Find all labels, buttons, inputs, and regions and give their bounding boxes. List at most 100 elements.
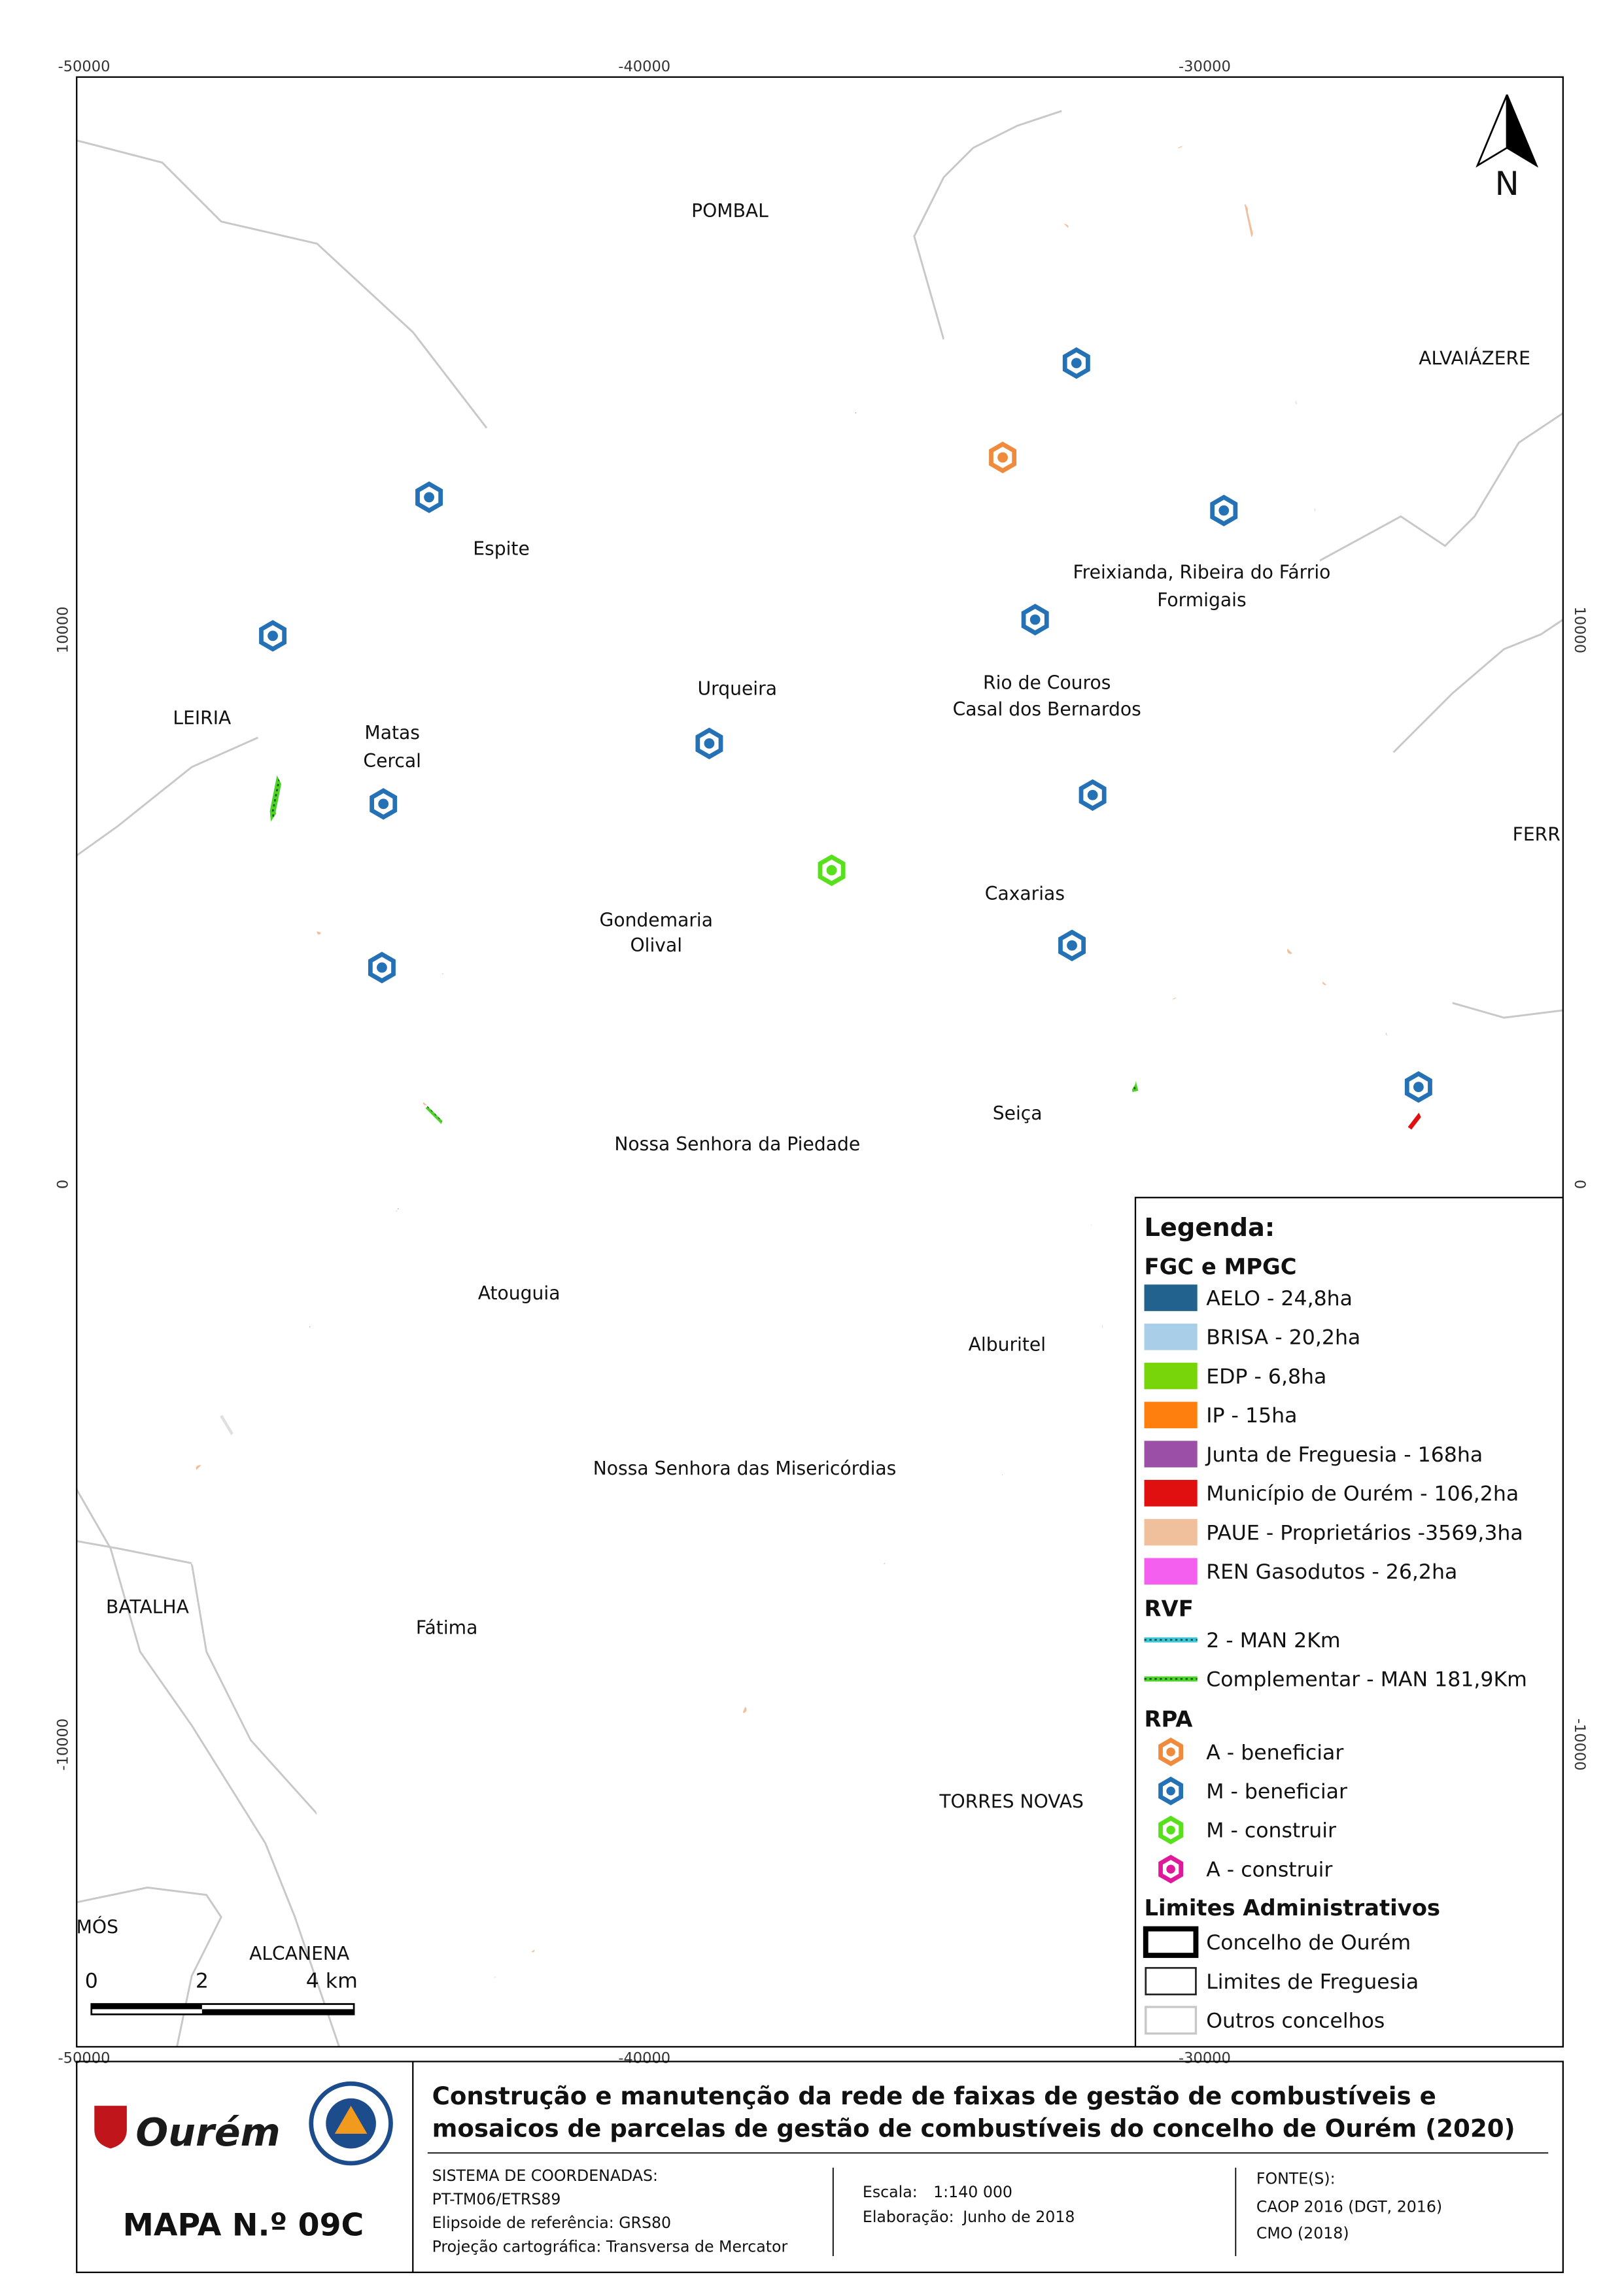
rpa-symbol-dot xyxy=(1413,1082,1424,1093)
logo-text: Ourém xyxy=(135,2110,280,2155)
boundary xyxy=(1392,619,1564,753)
legend-label: PAUE - Proprietários -3569,3ha xyxy=(1206,1521,1523,1545)
x-coordinate: -50000 xyxy=(58,58,111,75)
coordinate-info: Elipsoide de referência: GRS80 xyxy=(432,2214,672,2232)
legend-label: Complementar - MAN 181,9Km xyxy=(1206,1668,1527,1692)
legend-swatch xyxy=(1144,1401,1198,1429)
legend: Legenda: FGC e MPGC AELO - 24,8ha BRISA - 2… xyxy=(1143,1213,1527,2035)
rpa-symbol-dot xyxy=(377,962,387,973)
rpa-symbol-dot xyxy=(826,865,837,876)
coordinates: -50000 -40000 -30000 -50000 -40000 -3000… xyxy=(55,58,1588,2067)
legend-swatch xyxy=(1145,2006,1198,2035)
legend-title: Legenda: xyxy=(1145,1213,1275,1242)
legend-swatch xyxy=(1143,1926,1199,1959)
source: CMO (2018) xyxy=(1256,2224,1349,2242)
parish-label: Urqueira xyxy=(698,677,777,699)
scale-info-label: Escala: xyxy=(863,2183,918,2201)
source: FONTE(S): xyxy=(1256,2170,1336,2188)
legend-swatch xyxy=(1145,1966,1197,1996)
legend-label: AELO - 24,8ha xyxy=(1206,1287,1353,1311)
legend-label: 2 - MAN 2Km xyxy=(1206,1629,1340,1653)
x-coordinate: -30000 xyxy=(1179,2050,1231,2067)
boundary xyxy=(1452,1002,1563,1019)
legend-label: A - beneficiar xyxy=(1206,1741,1343,1764)
parish-label: Nossa Senhora da Piedade xyxy=(614,1133,860,1155)
legend-swatch xyxy=(1144,1480,1198,1507)
rpa-symbol-dot xyxy=(1029,614,1041,625)
legend-swatch xyxy=(1144,1362,1198,1390)
rpa-symbol-dot xyxy=(997,452,1008,463)
legend-label: Outros concelhos xyxy=(1206,2010,1385,2033)
legend-box xyxy=(1134,1197,1564,2048)
legend-swatch-dot xyxy=(1166,1825,1175,1835)
neighbor-label: ALVAIÁZERE xyxy=(1419,347,1530,369)
legend-group-title: RVF xyxy=(1145,1596,1194,1622)
map-number: MAPA N.º 09C xyxy=(123,2207,364,2243)
parish-label: Formigais xyxy=(1157,589,1246,611)
legend-label: M - construir xyxy=(1206,1819,1336,1843)
parish-label: Espite xyxy=(473,538,530,559)
parish-label: Casal dos Bernardos xyxy=(953,698,1141,720)
neighbor-label: BATALHA xyxy=(106,1596,190,1618)
map-frame xyxy=(76,76,1564,2048)
boundary xyxy=(76,736,259,857)
footer-frame xyxy=(76,2061,1564,2273)
rpa-points xyxy=(259,347,1432,1103)
neighbor-label: FERR xyxy=(1513,824,1561,846)
boundary xyxy=(1319,412,1564,562)
footer-title: mosaicos de parcelas de gestão de combus… xyxy=(432,2114,1515,2142)
legend-group-title: FGC e MPGC xyxy=(1145,1254,1297,1280)
rpa-symbol-dot xyxy=(1067,940,1077,951)
parish-label: Matas xyxy=(364,722,420,744)
neighbor-label: ALCANENA xyxy=(249,1943,350,1964)
scale-info: 1:140 000 xyxy=(933,2183,1012,2201)
boundary xyxy=(76,139,488,429)
legend-swatch xyxy=(1144,1324,1198,1350)
map-area xyxy=(75,110,1564,2048)
y-coordinate: 10000 xyxy=(1571,606,1588,653)
scale-bar: 0 2 4 km xyxy=(85,1970,358,2015)
rpa-symbol-dot xyxy=(267,630,278,642)
parish-label: Caxarias xyxy=(985,883,1065,904)
parish-label: Olival xyxy=(630,934,682,956)
parish-label: Nossa Senhora das Misericórdias xyxy=(593,1458,897,1479)
rpa-symbol-dot xyxy=(424,492,434,503)
legend-label: Junta de Freguesia - 168ha xyxy=(1205,1443,1483,1467)
y-coordinate: 0 xyxy=(55,1180,72,1189)
parish-label: Freixianda, Ribeira do Fárrio xyxy=(1073,561,1331,583)
coordinate-info: Projeção cartográfica: Transversa de Mer… xyxy=(432,2237,788,2255)
legend-label: A - construir xyxy=(1206,1859,1332,1882)
parish-label: Alburitel xyxy=(969,1334,1046,1356)
legend-group-title: Limites Administrativos xyxy=(1145,1895,1441,1921)
x-coordinate: -40000 xyxy=(618,2050,670,2067)
x-coordinate: -50000 xyxy=(58,2050,111,2067)
neighbor-labels: POMBAL ALVAIÁZERE LEIRIA FERR BATALHA TO… xyxy=(77,200,1561,1964)
footer-title: Construção e manutenção da rede de faixa… xyxy=(432,2082,1436,2110)
legend-swatch xyxy=(1144,1518,1198,1546)
parish-label: Cercal xyxy=(363,750,421,772)
boundary xyxy=(76,1886,222,2048)
rpa-symbol-dot xyxy=(1218,505,1230,516)
parish-label: Seiça xyxy=(993,1103,1043,1124)
legend-label: BRISA - 20,2ha xyxy=(1206,1326,1360,1350)
north-arrow: N xyxy=(1475,94,1539,203)
neighbor-label: MÓS xyxy=(77,1915,118,1938)
legend-swatch-dot xyxy=(1166,1864,1175,1874)
scale-label: 2 xyxy=(196,1970,209,1993)
scale-segment xyxy=(91,2004,202,2010)
scale-label: 4 km xyxy=(306,1970,358,1993)
legend-label: REN Gasodutos - 26,2ha xyxy=(1206,1560,1457,1584)
neighbor-label: LEIRIA xyxy=(173,708,232,729)
legend-swatch xyxy=(1144,1284,1198,1311)
boundary xyxy=(76,1540,192,1564)
parish-label: Fátima xyxy=(416,1617,477,1639)
boundary xyxy=(75,1488,340,2048)
date: Junho de 2018 xyxy=(961,2208,1075,2226)
y-coordinate: 0 xyxy=(1571,1180,1588,1189)
other-boundaries xyxy=(75,110,1564,2048)
legend-label: IP - 15ha xyxy=(1206,1404,1297,1428)
rpa-symbol-dot xyxy=(1087,789,1098,800)
rpa-symbol-dot xyxy=(378,798,389,810)
legend-swatch-dot xyxy=(1166,1747,1175,1756)
